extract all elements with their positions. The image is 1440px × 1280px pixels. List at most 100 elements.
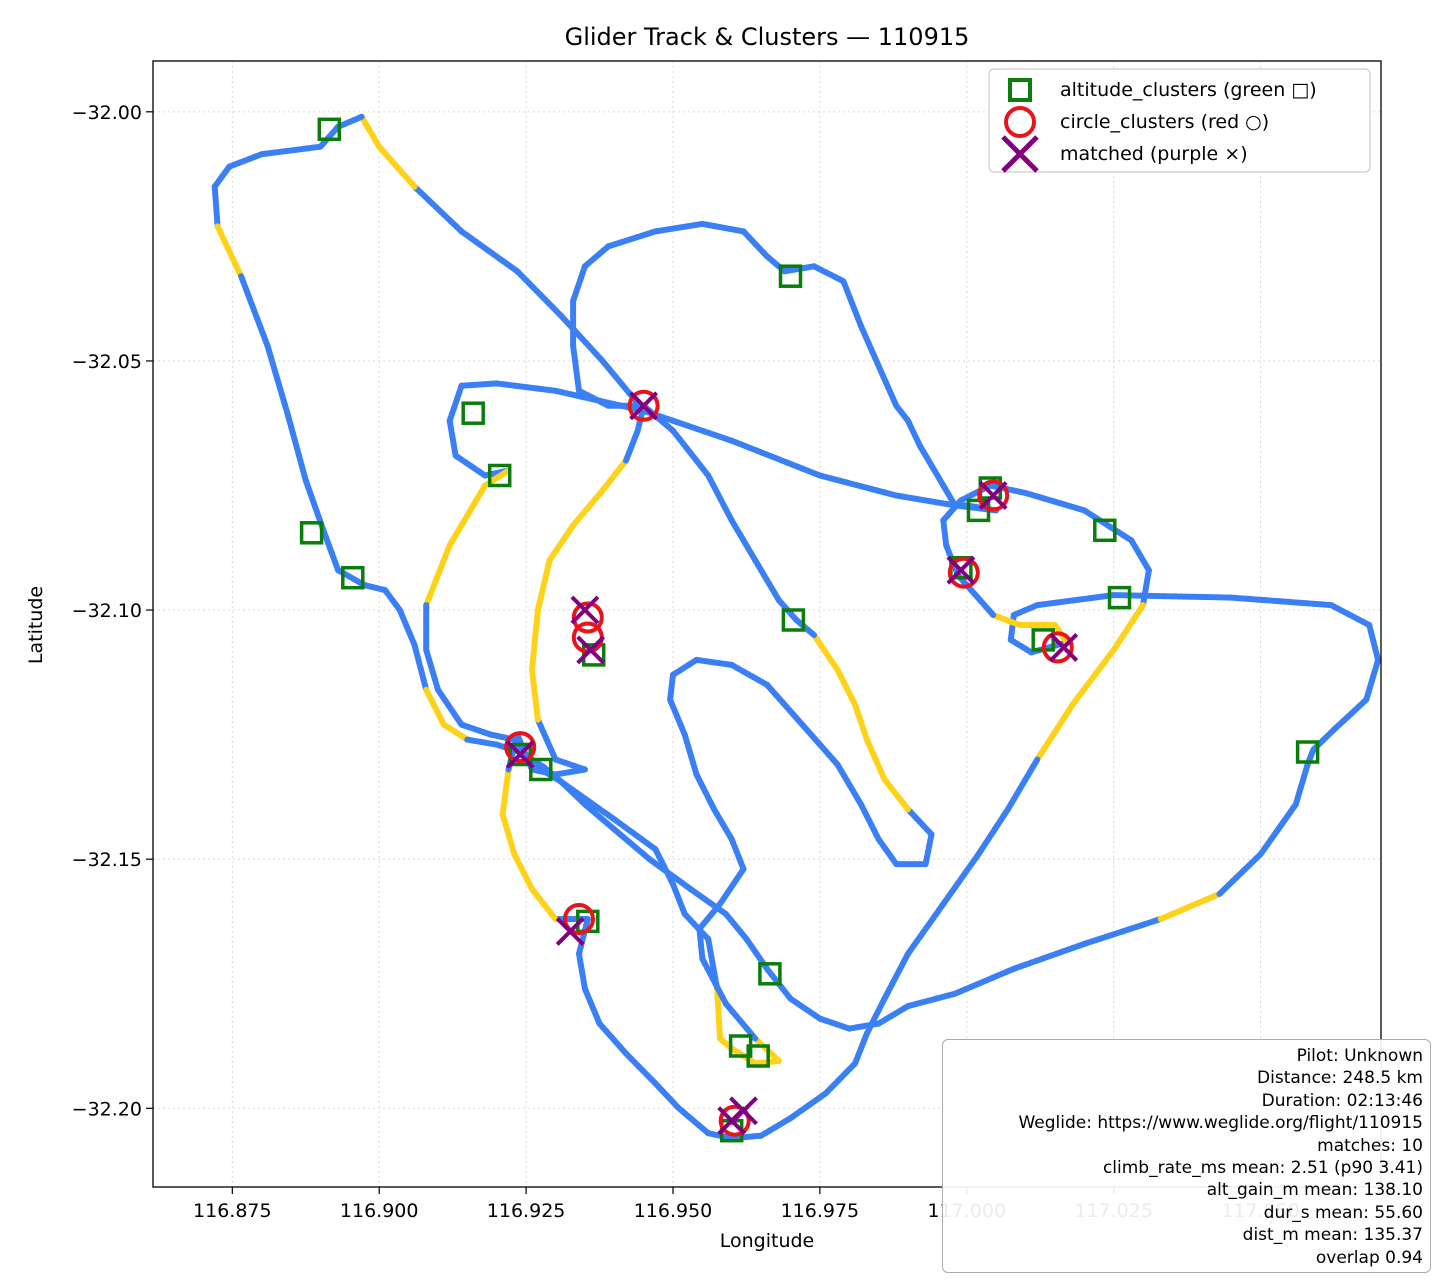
altitude-cluster-marker xyxy=(746,1044,770,1068)
circle-cluster-marker xyxy=(571,601,604,634)
track-segment-sink xyxy=(1228,594,1335,609)
track-segment-climb xyxy=(852,701,870,743)
track-segment-climb xyxy=(1110,602,1146,653)
track-segment-sink xyxy=(1292,761,1311,808)
track-segment-sink xyxy=(875,836,900,868)
track-segment-sink xyxy=(722,911,750,942)
info-dist-m: dist_m mean: 135.37 xyxy=(1242,1225,1423,1246)
plot-area-frame xyxy=(152,60,1382,1188)
track-segment-climb xyxy=(1157,891,1223,922)
track-segment-sink xyxy=(699,955,729,1007)
track-segment-sink xyxy=(211,163,233,190)
track-segment-sink xyxy=(881,950,911,1002)
track-segment-sink xyxy=(446,417,459,459)
circle-cluster-marker xyxy=(504,731,537,764)
matched-marker xyxy=(570,595,600,625)
track-segment-sink xyxy=(1007,636,1035,656)
track-segment-sink xyxy=(1140,567,1152,609)
altitude-cluster-markers xyxy=(299,117,1320,1143)
track-segment-sink xyxy=(705,472,735,524)
track-segment-sink xyxy=(652,846,676,888)
track-segment-sink xyxy=(1007,612,1017,643)
info-climb-rate: climb_rate_ms mean: 2.51 (p90 3.41) xyxy=(1102,1158,1423,1179)
track-segment-sink xyxy=(581,985,603,1027)
track-segment-sink xyxy=(816,472,900,499)
track-segment-sink xyxy=(529,761,553,778)
track-segment-sink xyxy=(605,228,659,250)
track-segment-sink xyxy=(1010,940,1088,972)
track-segment-sink xyxy=(411,183,465,235)
legend-label-matched: matched (purple ×) xyxy=(1060,143,1248,165)
track-segment-climb xyxy=(863,736,888,783)
y-tick-label: −32.15 xyxy=(72,849,142,871)
track-segment-sink xyxy=(905,901,947,957)
track-segment-sink xyxy=(822,1060,859,1097)
altitude-cluster-marker xyxy=(1295,740,1320,764)
track-segment-sink xyxy=(852,1030,870,1067)
track-segment-sink xyxy=(320,527,342,574)
track-segment-sink xyxy=(652,220,706,235)
track-segment-sink xyxy=(940,517,950,549)
track-segment-sink xyxy=(728,836,747,873)
track-segment-sink xyxy=(816,1015,853,1032)
circle-cluster-marker xyxy=(718,1104,751,1137)
circle-cluster-marker xyxy=(947,556,980,589)
track-segment-climb xyxy=(423,542,453,609)
track-segment-sink xyxy=(623,1050,659,1087)
track-segment-sink xyxy=(711,806,735,843)
track-segment-climb xyxy=(423,686,447,728)
track-segment-sink xyxy=(258,143,324,158)
track-segment-sink xyxy=(905,990,958,1010)
track-segment-sink xyxy=(611,816,659,853)
track-segment-sink xyxy=(581,801,618,833)
track-segment-sink xyxy=(875,1003,911,1027)
track-segment-sink xyxy=(1128,537,1152,574)
y-axis-label: Latitude xyxy=(25,586,47,664)
track-segment-sink xyxy=(570,263,588,305)
track-segment-sink xyxy=(787,1090,829,1122)
track-segment-climb xyxy=(1034,701,1076,763)
matched-marker xyxy=(505,740,535,769)
altitude-cluster-marker xyxy=(778,264,803,288)
x-tick-label: 116.950 xyxy=(634,1200,713,1222)
track-segment-sink xyxy=(764,681,806,728)
track-segment-sink xyxy=(514,268,565,320)
track-segment-sink xyxy=(675,1105,712,1137)
track-segment-sink xyxy=(693,771,718,813)
matched-marker xyxy=(729,1096,758,1126)
track-segment-sink xyxy=(1257,801,1299,858)
track-segment-sink xyxy=(793,617,817,638)
track-segment-sink xyxy=(570,343,582,394)
altitude-cluster-marker xyxy=(1107,585,1132,610)
track-segment-sink xyxy=(1363,656,1382,703)
track-segment-sink xyxy=(863,995,888,1037)
track-segment-sink xyxy=(681,911,712,942)
track-segment-climb xyxy=(599,457,629,494)
track-segment-sink xyxy=(687,886,729,917)
track-segment-climb xyxy=(529,666,541,723)
track-segment-climb xyxy=(358,113,383,150)
y-tick-label: −32.05 xyxy=(72,351,142,373)
track-segment-sink xyxy=(446,382,465,424)
matched-markers xyxy=(505,391,1079,1136)
info-matches: matches: 10 xyxy=(1317,1135,1423,1156)
track-segment-sink xyxy=(696,901,723,932)
track-segment-sink xyxy=(411,641,430,693)
altitude-cluster-marker xyxy=(317,117,342,142)
track-segment-sink xyxy=(581,243,612,270)
track-segment-sink xyxy=(226,151,265,170)
y-tick-label: −32.00 xyxy=(72,102,142,124)
track-segment-sink xyxy=(858,801,882,843)
info-weglide-link[interactable]: Weglide: https://www.weglide.org/flight/… xyxy=(1018,1113,1423,1134)
track-segment-sink xyxy=(811,263,847,285)
track-segment-sink xyxy=(670,427,712,479)
track-segment-sink xyxy=(458,721,494,738)
track-segment-sink xyxy=(728,661,770,688)
matched-marker xyxy=(576,635,606,665)
track-segment-climb xyxy=(499,766,512,818)
track-segment-sink xyxy=(728,437,823,479)
track-segment-sink xyxy=(905,806,935,838)
track-segment-sink xyxy=(596,1020,629,1057)
track-segment-sink xyxy=(952,965,1017,997)
